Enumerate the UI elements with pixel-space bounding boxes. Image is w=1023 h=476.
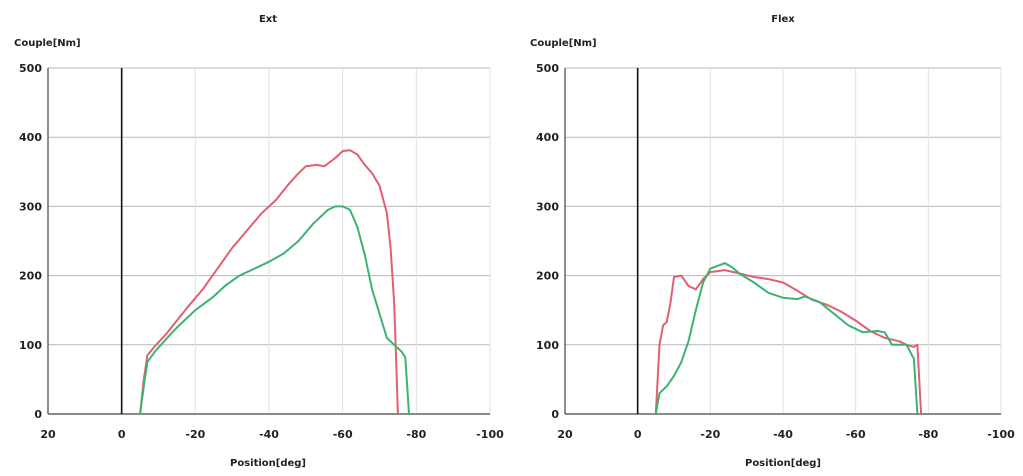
y-tick-label: 400 xyxy=(536,131,559,144)
series-line-0 xyxy=(654,269,923,415)
x-tick-label: -60 xyxy=(333,428,353,441)
x-tick-label: -40 xyxy=(773,428,793,441)
x-tick-label: -40 xyxy=(259,428,279,441)
y-tick-label: 400 xyxy=(19,131,42,144)
x-tick-label: 0 xyxy=(634,428,642,441)
y-tick-label: 100 xyxy=(19,339,42,352)
y-tick-label: 0 xyxy=(34,408,42,421)
y-axis-label: Couple[Nm] xyxy=(530,38,597,49)
x-tick-label: 20 xyxy=(557,428,573,441)
y-tick-label: 500 xyxy=(536,62,559,75)
x-tick-label: -100 xyxy=(476,428,504,441)
x-tick-label: 20 xyxy=(40,428,56,441)
y-tick-label: 200 xyxy=(19,270,42,283)
chart-title: Flex xyxy=(771,14,795,25)
x-tick-label: -80 xyxy=(918,428,938,441)
y-tick-label: 200 xyxy=(536,270,559,283)
y-axis-label: Couple[Nm] xyxy=(14,38,81,49)
y-tick-label: 500 xyxy=(19,62,42,75)
y-tick-label: 100 xyxy=(536,339,559,352)
x-tick-label: -20 xyxy=(700,428,720,441)
series-line-1 xyxy=(654,262,919,415)
y-tick-label: 0 xyxy=(551,408,559,421)
series-line-1 xyxy=(139,205,410,415)
x-tick-label: -20 xyxy=(185,428,205,441)
x-axis-label: Position[deg] xyxy=(230,458,306,469)
y-tick-label: 300 xyxy=(19,200,42,213)
x-axis-label: Position[deg] xyxy=(745,458,821,469)
chart-title: Ext xyxy=(259,14,277,25)
y-tick-label: 300 xyxy=(536,200,559,213)
series-line-0 xyxy=(139,149,399,415)
x-tick-label: 0 xyxy=(118,428,126,441)
x-tick-label: -60 xyxy=(846,428,866,441)
x-tick-label: -80 xyxy=(406,428,426,441)
x-tick-label: -100 xyxy=(987,428,1015,441)
